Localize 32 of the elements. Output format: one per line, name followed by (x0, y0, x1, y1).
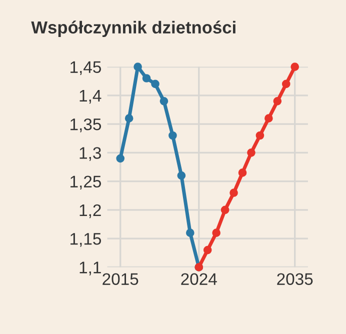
point (134, 62, 142, 71)
point (256, 131, 264, 140)
point (290, 62, 300, 71)
x-tick-label: 2015 (102, 273, 138, 285)
point (160, 96, 168, 106)
point (273, 96, 282, 106)
point (116, 154, 125, 163)
point (203, 246, 212, 254)
point (142, 74, 151, 82)
y-tick-label: 1,25 (70, 176, 102, 190)
point (247, 148, 256, 157)
point (282, 80, 290, 88)
point (124, 114, 134, 122)
point (220, 206, 230, 214)
x-tick-label: 2024 (181, 273, 217, 285)
y-tick-label: 1,45 (70, 61, 102, 75)
point (186, 228, 194, 238)
y-tick-label: 1,1 (80, 262, 101, 276)
point (212, 228, 220, 238)
point (168, 131, 177, 140)
y-tick-label: 1,3 (80, 147, 101, 161)
y-tick-label: 1,35 (70, 118, 102, 132)
x-tick-label: 2035 (277, 273, 313, 285)
point (151, 80, 160, 88)
point (264, 114, 273, 122)
y-tick-label: 1,4 (80, 90, 102, 104)
point (177, 171, 186, 180)
point (238, 168, 247, 177)
chart-title: Współczynnik dzietności (31, 20, 236, 37)
point (230, 188, 238, 197)
y-tick-label: 1,2 (80, 204, 101, 218)
y-tick-label: 1,15 (70, 233, 102, 247)
